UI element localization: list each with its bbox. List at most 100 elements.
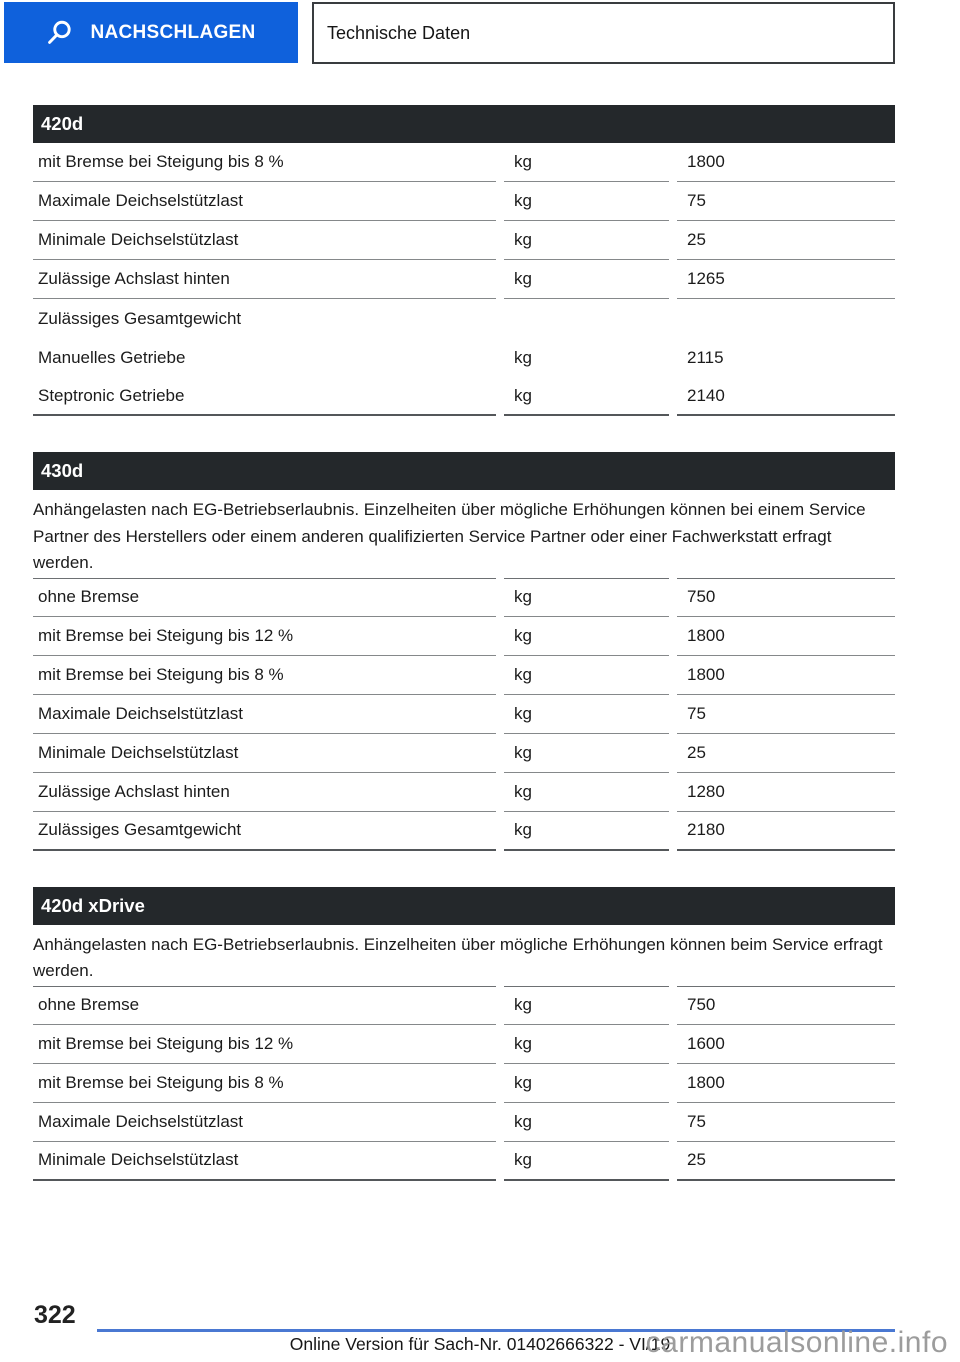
row-value: 1800 <box>677 617 895 656</box>
section-title: 420d xDrive <box>41 894 145 916</box>
search-icon <box>46 19 73 46</box>
row-value: 1600 <box>677 1025 895 1064</box>
row-label: mit Bremse bei Steigung bis 8 % <box>33 656 496 695</box>
row-label: Maximale Deichselstützlast <box>33 182 496 221</box>
table-row: Maximale Deichselstützlast kg 75 <box>33 695 895 734</box>
row-unit: kg <box>504 734 669 773</box>
table-row: Zulässiges Gesamtgewicht <box>33 299 895 338</box>
page-number: 322 <box>34 1301 76 1329</box>
page-title-box: Technische Daten <box>312 2 895 64</box>
row-unit: kg <box>504 812 669 851</box>
table-row: mit Bremse bei Steigung bis 12 % kg 1600 <box>33 1025 895 1064</box>
row-unit: kg <box>504 985 669 1025</box>
row-value <box>677 299 895 338</box>
table-row: ohne Bremse kg 750 <box>33 985 895 1025</box>
row-unit <box>504 299 669 338</box>
top-header: NACHSCHLAGEN Technische Daten <box>4 0 960 64</box>
footer-divider-line <box>97 1329 895 1332</box>
online-version-text: Online Version für Sach-Nr. 01402666322 … <box>289 1334 671 1354</box>
row-label: mit Bremse bei Steigung bis 8 % <box>33 1064 496 1103</box>
section-header-bar: 430d <box>33 452 895 490</box>
row-unit: kg <box>504 221 669 260</box>
data-table: mit Bremse bei Steigung bis 8 % kg 1800 … <box>33 143 895 416</box>
row-unit: kg <box>504 617 669 656</box>
row-value: 1800 <box>677 143 895 182</box>
page-footer: 322 Online Version für Sach-Nr. 01402666… <box>0 1300 960 1362</box>
section-intro: Anhängelasten nach EG-Betriebserlaubnis.… <box>33 500 866 572</box>
row-unit: kg <box>504 377 669 416</box>
row-value: 750 <box>677 985 895 1025</box>
row-unit: kg <box>504 1142 669 1181</box>
row-label: Zulässiges Gesamtgewicht <box>38 308 242 328</box>
section-header-bar: 420d xDrive <box>33 886 895 925</box>
table-row: Zulässige Achslast hinten kg 1280 <box>33 773 895 812</box>
data-table: ohne Bremse kg 750 mit Bremse bei Steigu… <box>33 985 895 1181</box>
row-label: Manuelles Getriebe <box>38 347 186 367</box>
row-value: 750 <box>677 577 895 617</box>
nachschlagen-label: NACHSCHLAGEN <box>90 21 256 43</box>
row-value: 2180 <box>677 812 895 851</box>
row-value: 25 <box>677 1142 895 1181</box>
row-unit: kg <box>504 143 669 182</box>
row-value: 75 <box>677 695 895 734</box>
row-value: 1280 <box>677 773 895 812</box>
row-label: mit Bremse bei Steigung bis 12 % <box>33 1025 496 1064</box>
row-value: 1800 <box>677 1064 895 1103</box>
row-unit: kg <box>504 1103 669 1142</box>
row-label: Zulässiges Gesamtgewicht <box>33 812 496 851</box>
row-label: Maximale Deichselstützlast <box>33 695 496 734</box>
row-label: ohne Bremse <box>33 985 496 1025</box>
row-label: mit Bremse bei Steigung bis 8 % <box>33 143 496 182</box>
page-title: Technische Daten <box>327 22 471 43</box>
data-table: ohne Bremse kg 750 mit Bremse bei Steigu… <box>33 577 895 851</box>
row-unit: kg <box>504 1064 669 1103</box>
table-row: Manuelles Getriebe kg 2115 <box>33 338 895 377</box>
table-row: Maximale Deichselstützlast kg 75 <box>33 182 895 221</box>
model-section: 430d Anhängelasten nach EG-Betriebserlau… <box>33 452 895 851</box>
section-title: 430d <box>41 460 84 481</box>
row-label: mit Bremse bei Steigung bis 12 % <box>33 617 496 656</box>
row-value: 1800 <box>677 656 895 695</box>
row-label: Minimale Deichselstützlast <box>33 1142 496 1181</box>
row-label: Zulässige Achslast hinten <box>33 260 496 299</box>
table-row: mit Bremse bei Steigung bis 12 % kg 1800 <box>33 617 895 656</box>
row-unit: kg <box>504 260 669 299</box>
model-section: 420d mit Bremse bei Steigung bis 8 % kg … <box>33 105 895 416</box>
table-row: mit Bremse bei Steigung bis 8 % kg 1800 <box>33 656 895 695</box>
row-label: Steptronic Getriebe <box>33 377 496 416</box>
row-label: Minimale Deichselstützlast <box>33 734 496 773</box>
table-row: Minimale Deichselstützlast kg 25 <box>33 221 895 260</box>
row-value: 25 <box>677 734 895 773</box>
section-title: 420d <box>41 113 84 134</box>
row-value: 75 <box>677 1103 895 1142</box>
row-unit: kg <box>504 656 669 695</box>
table-row: mit Bremse bei Steigung bis 8 % kg 1800 <box>33 1064 895 1103</box>
watermark-text: carmanualsonline.info <box>645 1326 948 1359</box>
row-value: 1265 <box>677 260 895 299</box>
section-header-bar: 420d <box>33 105 895 143</box>
row-unit: kg <box>504 773 669 812</box>
row-value: 25 <box>677 221 895 260</box>
row-value: 75 <box>677 182 895 221</box>
row-unit: kg <box>504 577 669 617</box>
row-label: Maximale Deichselstützlast <box>33 1103 496 1142</box>
table-row: mit Bremse bei Steigung bis 8 % kg 1800 <box>33 143 895 182</box>
row-unit: kg <box>504 695 669 734</box>
table-row: Maximale Deichselstützlast kg 75 <box>33 1103 895 1142</box>
table-row: Steptronic Getriebe kg 2140 <box>33 377 895 416</box>
table-row: Zulässige Achslast hinten kg 1265 <box>33 260 895 299</box>
row-label: ohne Bremse <box>33 577 496 617</box>
model-section: 420d xDrive Anhängelasten nach EG-Betrie… <box>33 886 895 1181</box>
row-label: Minimale Deichselstützlast <box>33 221 496 260</box>
table-row: Minimale Deichselstützlast kg 25 <box>33 1142 895 1181</box>
table-row: Minimale Deichselstützlast kg 25 <box>33 734 895 773</box>
table-row: Zulässiges Gesamtgewicht kg 2180 <box>33 812 895 851</box>
row-label: Zulässige Achslast hinten <box>33 773 496 812</box>
content: 420d mit Bremse bei Steigung bis 8 % kg … <box>33 105 895 1181</box>
nachschlagen-button[interactable]: NACHSCHLAGEN <box>4 2 298 63</box>
section-intro: Anhängelasten nach EG-Betriebserlaubnis.… <box>33 934 883 981</box>
table-row: ohne Bremse kg 750 <box>33 577 895 617</box>
row-value: 2140 <box>677 377 895 416</box>
row-unit: kg <box>514 347 532 367</box>
